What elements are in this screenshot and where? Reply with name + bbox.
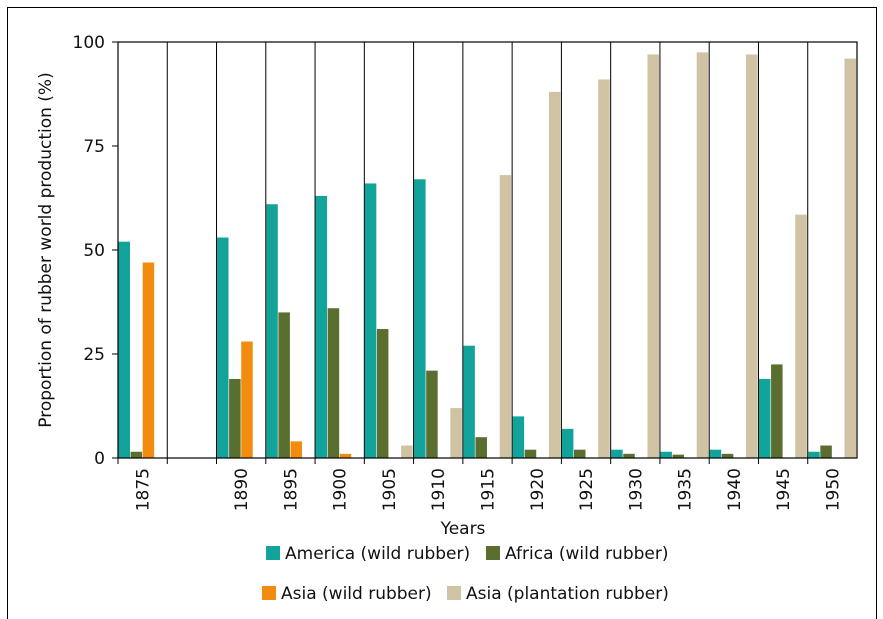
y-axis-title: Proportion of rubber world production (%… [36,72,56,427]
bar [290,441,302,458]
y-tick-label: 25 [83,345,105,365]
bar [795,214,807,458]
bar [696,52,709,459]
bar [709,449,722,458]
x-tick-label: 1900 [331,468,351,511]
bar [574,449,586,458]
bar [401,445,413,458]
bar [364,183,377,458]
legend-label: Africa (wild rubber) [505,544,669,564]
legend: America (wild rubber) Africa (wild rubber… [262,544,669,604]
legend-swatch [266,546,280,560]
bar [142,262,155,458]
bar [426,370,438,458]
bar [266,204,278,458]
bar [475,437,487,458]
bar [598,79,610,458]
bar [130,451,143,458]
y-tick-label: 0 [94,449,105,469]
x-ticks-layer: 1875 1890 1895 1900 1905 1910 1915 1920 1925 1930… [117,458,843,511]
bar [315,195,328,459]
bar [561,428,574,458]
x-axis-title: Years [440,519,486,539]
x-tick-label: 1890 [232,468,252,511]
x-tick-label: 1935 [676,468,696,511]
x-tick-label: 1940 [725,468,745,511]
legend-label: America (wild rubber) [285,544,470,564]
chart-frame [7,7,877,619]
legend-swatch [262,586,276,600]
bar [808,451,820,458]
bar [327,308,340,458]
bar [623,453,635,458]
bar [376,329,389,458]
bars-layer [118,52,857,459]
x-tick-label: 1915 [479,468,499,511]
y-ticks-layer: 0 25 50 75 100 [73,33,118,469]
x-tick-label: 1920 [528,468,548,511]
bar [339,453,352,458]
y-tick-label: 100 [73,33,105,53]
bar [746,54,758,458]
bar [524,449,537,458]
bar [278,312,290,458]
y-tick-label: 50 [83,241,105,261]
x-tick-label: 1910 [429,468,449,511]
bar [820,445,832,458]
legend-swatch [447,586,461,600]
bar [241,341,253,458]
bar [229,378,241,458]
legend-label: Asia (plantation rubber) [466,584,669,604]
bar [499,175,512,458]
bar [647,54,659,458]
x-tick-label: 1875 [134,468,154,511]
bar [672,454,685,458]
legend-swatch [486,546,500,560]
bar [771,364,783,458]
bar [450,408,462,458]
bar [721,453,734,458]
x-tick-label: 1905 [380,468,400,511]
x-tick-label: 1925 [577,468,597,511]
x-tick-label: 1945 [774,468,794,511]
bar [660,451,672,458]
bar [512,416,525,458]
grid-layer [166,42,809,458]
bar [118,241,130,458]
bar [463,345,475,458]
bar [414,179,426,458]
bar [548,91,561,459]
bar [611,449,623,458]
x-tick-label: 1950 [823,468,843,511]
bar [758,378,771,458]
x-tick-label: 1930 [626,468,646,511]
x-tick-label: 1895 [281,468,301,511]
bar [217,237,229,458]
bar [844,58,857,458]
y-tick-label: 75 [83,137,105,157]
legend-label: Asia (wild rubber) [281,584,432,604]
